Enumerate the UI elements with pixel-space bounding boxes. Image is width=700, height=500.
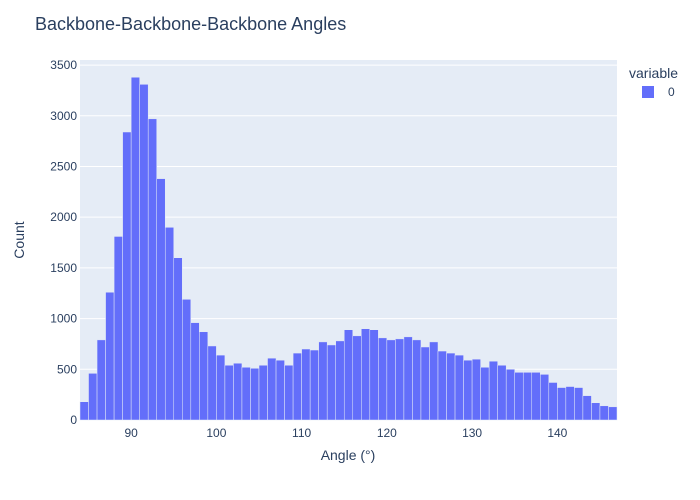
histogram-bar[interactable] <box>318 341 328 421</box>
y-tick-label: 2500 <box>50 159 77 173</box>
histogram-bar[interactable] <box>471 358 481 421</box>
histogram-bar[interactable] <box>548 382 558 421</box>
histogram-bar[interactable] <box>292 352 302 421</box>
histogram-bar[interactable] <box>522 372 533 421</box>
histogram-bar[interactable] <box>582 395 592 421</box>
histogram-bar[interactable] <box>369 329 379 421</box>
chart-title: Backbone-Backbone-Backbone Angles <box>35 14 346 34</box>
histogram-bar[interactable] <box>267 357 277 421</box>
histogram-bar[interactable] <box>113 236 123 421</box>
histogram-bar[interactable] <box>386 339 396 421</box>
histogram-bar[interactable] <box>437 350 447 421</box>
legend-title: variable <box>629 65 678 81</box>
histogram-bar[interactable] <box>412 339 422 421</box>
histogram-bar[interactable] <box>480 367 490 421</box>
bars <box>79 76 618 421</box>
histogram-bar[interactable] <box>565 386 575 421</box>
histogram-bar[interactable] <box>361 328 371 421</box>
histogram-bar[interactable] <box>301 348 311 421</box>
histogram-bar[interactable] <box>130 76 140 421</box>
histogram-bar[interactable] <box>207 345 217 421</box>
x-tick-label: 130 <box>462 426 482 440</box>
histogram-bar[interactable] <box>395 338 405 421</box>
y-tick-label: 1500 <box>50 261 77 275</box>
histogram-bar[interactable] <box>250 368 260 421</box>
legend-swatch[interactable] <box>642 86 654 98</box>
histogram-bar[interactable] <box>343 329 354 421</box>
x-tick-label: 100 <box>206 426 226 440</box>
legend-label[interactable]: 0 <box>668 85 675 99</box>
histogram-bar[interactable] <box>540 374 550 421</box>
x-tick-label: 110 <box>292 426 311 440</box>
y-tick-labels: 0 500 1000 1500 2000 2500 3000 3500 <box>50 58 77 427</box>
histogram-bar[interactable] <box>96 339 106 421</box>
histogram-bar[interactable] <box>147 118 157 421</box>
histogram-bar[interactable] <box>190 322 200 421</box>
histogram-bar[interactable] <box>241 367 251 421</box>
histogram-bar[interactable] <box>608 406 618 421</box>
y-tick-label: 0 <box>70 413 77 427</box>
histogram-bar[interactable] <box>156 178 166 421</box>
histogram-bar[interactable] <box>514 372 524 421</box>
histogram-bar[interactable] <box>574 387 584 421</box>
y-tick-label: 3500 <box>50 58 77 72</box>
histogram-bar[interactable] <box>139 84 149 421</box>
histogram-bar[interactable] <box>284 364 294 421</box>
histogram-bar[interactable] <box>599 405 609 421</box>
histogram-bar[interactable] <box>429 341 439 421</box>
histogram-bar[interactable] <box>122 131 132 421</box>
y-tick-label: 500 <box>57 362 77 376</box>
histogram-bar[interactable] <box>488 360 498 421</box>
histogram-bar[interactable] <box>505 369 515 421</box>
histogram-bar[interactable] <box>352 335 362 421</box>
y-tick-label: 1000 <box>50 312 77 326</box>
histogram-bar[interactable] <box>531 372 541 421</box>
histogram-bar[interactable] <box>105 291 115 421</box>
histogram-bar[interactable] <box>497 364 507 421</box>
histogram-bar[interactable] <box>335 340 345 421</box>
histogram-bar[interactable] <box>557 387 567 421</box>
histogram-bar[interactable] <box>88 373 98 421</box>
legend: variable 0 <box>629 65 678 99</box>
histogram-bar[interactable] <box>199 331 209 421</box>
histogram-bar[interactable] <box>326 344 336 421</box>
y-tick-label: 3000 <box>50 109 77 123</box>
histogram-bar[interactable] <box>164 227 175 421</box>
histogram-bar[interactable] <box>79 401 89 421</box>
histogram-bar[interactable] <box>173 257 183 421</box>
histogram-bar[interactable] <box>182 299 192 421</box>
histogram-bar[interactable] <box>454 354 464 421</box>
y-tick-label: 2000 <box>50 210 77 224</box>
x-tick-label: 90 <box>124 426 138 440</box>
histogram-bar[interactable] <box>591 402 601 421</box>
histogram-bar[interactable] <box>420 346 430 421</box>
histogram-bar[interactable] <box>446 352 456 421</box>
y-axis-title: Count <box>11 221 27 258</box>
histogram-bar[interactable] <box>224 364 234 421</box>
histogram-bar[interactable] <box>275 359 285 421</box>
x-tick-label: 140 <box>547 426 567 440</box>
histogram-bar[interactable] <box>403 336 413 421</box>
x-tick-label: 120 <box>377 426 397 440</box>
histogram-bar[interactable] <box>233 362 243 421</box>
x-axis-title: Angle (°) <box>321 447 376 463</box>
histogram-bar[interactable] <box>258 364 268 421</box>
histogram-bar[interactable] <box>309 349 319 421</box>
x-tick-labels: 90 100 110 120 130 140 <box>124 426 567 440</box>
histogram-bar[interactable] <box>216 354 226 421</box>
histogram-bar[interactable] <box>463 359 473 421</box>
histogram-bar[interactable] <box>378 337 388 421</box>
